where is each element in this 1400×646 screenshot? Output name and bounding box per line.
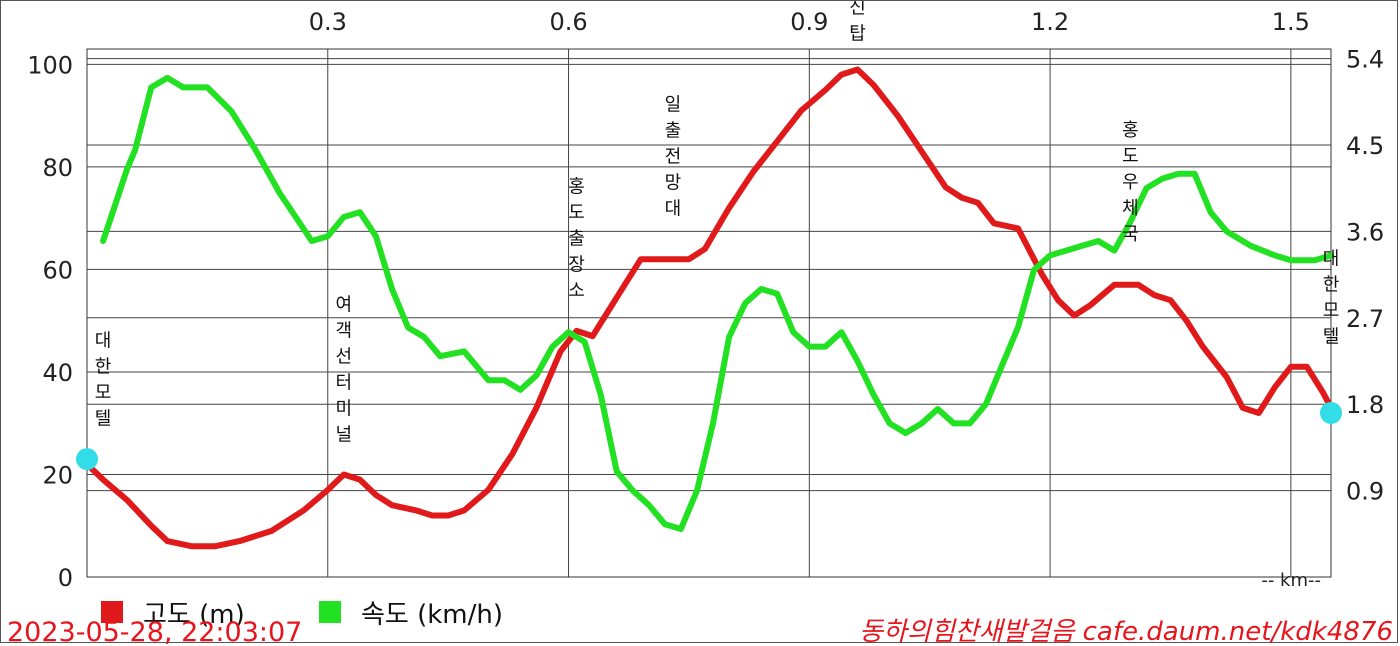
left-y-tick-label: 40 — [42, 359, 73, 387]
left-y-tick-label: 60 — [42, 256, 73, 284]
x-tick-label: 0.6 — [549, 8, 587, 36]
x-axis-tick-labels: 0.3 0.6 0.9 1.2 1.5 — [309, 8, 1310, 36]
horizontal-gridlines — [87, 58, 1331, 578]
x-tick-label: 0.3 — [309, 8, 347, 36]
annotation-label: 송신탑 — [849, 1, 866, 44]
endpoint-marker — [76, 448, 98, 471]
legend-label: 고도 (m) — [143, 600, 245, 630]
right-y-tick-label: 0.9 — [1346, 478, 1384, 506]
credit-text: 동하의힘찬새발걸음 cafe.daum.net/kdk4876 — [859, 617, 1393, 646]
right-y-tick-label: 2.7 — [1346, 305, 1384, 333]
endpoint-markers — [76, 401, 1342, 471]
legend: 고도 (m) 속도 (km/h) — [101, 600, 503, 630]
legend-swatch — [319, 601, 341, 623]
series-lines — [84, 66, 1334, 550]
x-tick-label: 1.5 — [1272, 8, 1310, 36]
timestamp: 2023-05-28, 22:03:07 — [7, 617, 302, 646]
legend-swatch — [101, 601, 123, 623]
right-y-tick-label: 1.8 — [1346, 391, 1384, 419]
plot-area-border — [86, 48, 1332, 578]
left-y-axis-tick-labels: 0 20 40 60 80 100 — [27, 51, 73, 592]
vertical-gridlines — [327, 49, 1292, 577]
speed-line — [100, 74, 1334, 532]
x-tick-label: 0.9 — [790, 8, 828, 36]
legend-label: 속도 (km/h) — [361, 600, 503, 630]
right-y-tick-label: 3.6 — [1346, 218, 1384, 246]
left-y-tick-label: 20 — [42, 461, 73, 489]
x-axis-unit-label: -- km-- — [1261, 570, 1321, 591]
right-y-axis-tick-labels: 0.9 1.8 2.7 3.6 4.5 5.4 — [1346, 46, 1384, 506]
elevation-line — [84, 66, 1334, 550]
left-y-tick-label: 80 — [42, 154, 73, 182]
right-y-tick-label: 5.4 — [1346, 46, 1384, 74]
left-y-tick-label: 0 — [58, 564, 73, 592]
left-y-tick-label: 100 — [27, 51, 73, 79]
x-tick-label: 1.2 — [1031, 8, 1069, 36]
endpoint-marker — [1320, 401, 1342, 424]
right-y-tick-label: 4.5 — [1346, 132, 1384, 160]
